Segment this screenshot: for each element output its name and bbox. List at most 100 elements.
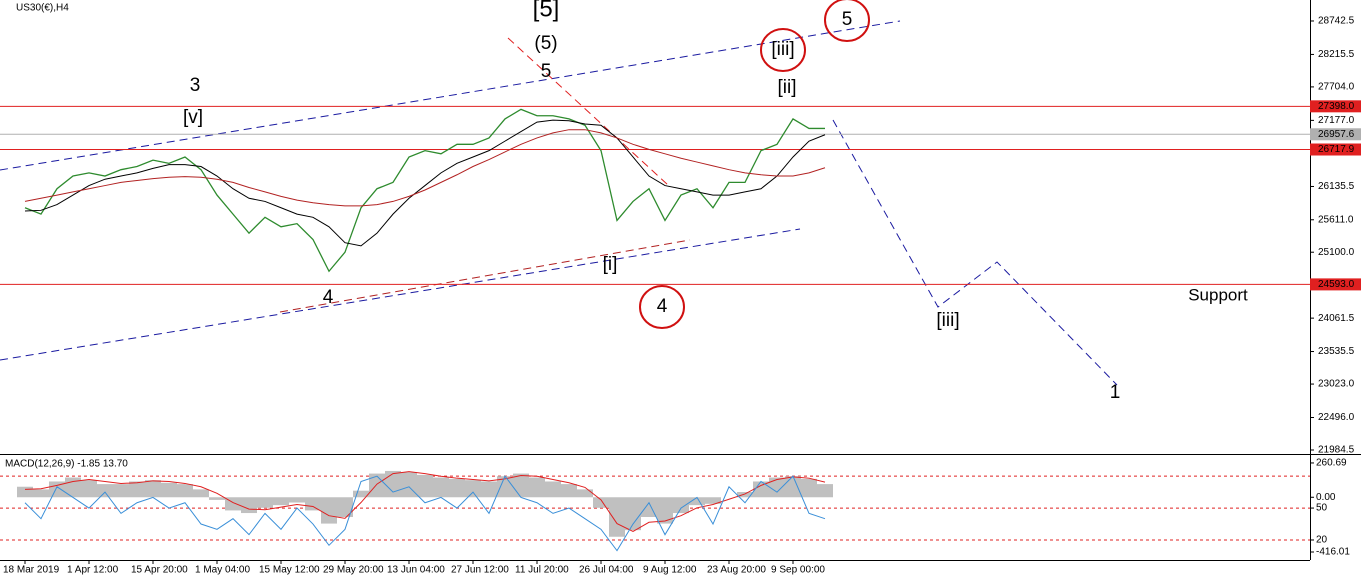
x-tick-label: 13 Jun 04:00 xyxy=(387,565,445,576)
level-tag xyxy=(1310,100,1361,113)
histogram-bar xyxy=(801,478,817,498)
histogram-bar xyxy=(817,484,833,498)
x-tick-label: 15 Apr 20:00 xyxy=(131,565,188,576)
histogram-bar xyxy=(529,477,545,498)
histogram-bar xyxy=(625,497,641,531)
histogram-bar xyxy=(289,497,305,503)
y-tick-label: 24061.5 xyxy=(1318,313,1355,324)
histogram-bar xyxy=(33,489,49,498)
y-tick-label: 28742.5 xyxy=(1318,16,1355,27)
y-tick-label: 27704.0 xyxy=(1318,82,1355,93)
histogram-bar xyxy=(673,497,689,514)
histogram-bar xyxy=(305,497,321,511)
level-tag xyxy=(1310,278,1361,291)
histogram-bar xyxy=(385,470,401,498)
histogram-bar xyxy=(273,497,289,506)
histogram-bar xyxy=(689,497,705,506)
level-label: 24593.0 xyxy=(1318,279,1355,290)
histogram-bar xyxy=(17,486,33,498)
histogram-bar xyxy=(353,490,369,498)
wave-label: Support xyxy=(1188,285,1248,304)
histogram-bar xyxy=(257,497,273,508)
wave-line xyxy=(507,37,669,186)
histogram-bar xyxy=(577,489,593,498)
histogram-bar xyxy=(145,480,161,498)
wave-label: [v] xyxy=(183,107,203,128)
y-tick-label: 28215.5 xyxy=(1318,49,1355,60)
histogram-bar xyxy=(737,492,753,498)
wave-label: 5 xyxy=(842,9,853,30)
y-tick-label: 26135.5 xyxy=(1318,181,1355,192)
histogram-bar xyxy=(177,484,193,498)
histogram-bar xyxy=(481,481,497,498)
x-tick-label: 18 Mar 2019 xyxy=(3,565,60,576)
x-tick-label: 11 Jul 20:00 xyxy=(515,565,569,576)
wave-label: 4 xyxy=(657,296,668,317)
series-line xyxy=(24,475,826,552)
y-tick-label: 27177.0 xyxy=(1318,115,1355,126)
histogram-bar xyxy=(545,481,561,498)
y-tick-label: 20 xyxy=(1316,535,1328,546)
histogram-bar xyxy=(161,482,177,498)
level-tag xyxy=(1310,143,1361,156)
histogram-bar xyxy=(465,480,481,498)
histogram-bar xyxy=(209,497,225,500)
wave-label: [iii] xyxy=(771,39,794,60)
histogram-bar xyxy=(705,497,721,504)
level-tag xyxy=(1310,128,1361,141)
wave-label: 3 xyxy=(190,75,201,96)
y-tick-label: 0.00 xyxy=(1316,492,1336,503)
x-tick-label: 9 Sep 00:00 xyxy=(771,565,825,576)
histogram-bar xyxy=(193,489,209,498)
y-tick-label: 25611.0 xyxy=(1318,214,1354,225)
histogram-bar xyxy=(785,476,801,498)
x-tick-label: 29 May 20:00 xyxy=(323,565,384,576)
level-label: 26717.9 xyxy=(1318,144,1355,155)
histogram-bar xyxy=(769,477,785,498)
histogram-bar xyxy=(561,484,577,498)
histogram-bar xyxy=(417,474,433,498)
x-tick-label: 9 Aug 12:00 xyxy=(643,565,697,576)
histogram-bar xyxy=(433,477,449,498)
y-tick-label: -416.01 xyxy=(1316,547,1350,558)
x-tick-label: 23 Aug 20:00 xyxy=(707,565,766,576)
x-tick-label: 1 Apr 12:00 xyxy=(67,565,119,576)
x-tick-label: 15 May 12:00 xyxy=(259,565,320,576)
histogram-bar xyxy=(593,497,609,508)
y-tick-label: 23535.5 xyxy=(1318,346,1355,357)
histogram-bar xyxy=(81,480,97,498)
x-tick-label: 27 Jun 12:00 xyxy=(451,565,509,576)
histogram-bar xyxy=(609,497,625,537)
histogram-bar xyxy=(241,497,257,514)
y-tick-label: 50 xyxy=(1316,503,1328,514)
histogram-bar xyxy=(401,472,417,498)
wave-label: [ii] xyxy=(778,77,797,98)
histogram-bar xyxy=(321,497,337,524)
y-tick-label: 22496.0 xyxy=(1318,412,1355,423)
level-label: 27398.0 xyxy=(1318,101,1355,112)
wave-label: 4 xyxy=(323,287,334,308)
wave-circle xyxy=(639,285,685,329)
wave-label: [5] xyxy=(533,0,560,22)
symbol-title: US30(€),H4 xyxy=(16,3,69,14)
series-line xyxy=(24,119,826,247)
histogram-bar xyxy=(369,473,385,498)
x-tick-label: 1 May 04:00 xyxy=(195,565,250,576)
y-tick-label: 23023.0 xyxy=(1318,379,1355,390)
wave-label: [i] xyxy=(603,254,618,275)
wave-circle xyxy=(824,0,870,42)
wave-label: [iii] xyxy=(936,310,959,331)
histogram-bar xyxy=(49,481,65,498)
x-tick-label: 26 Jul 04:00 xyxy=(579,565,634,576)
y-tick-label: 25100.0 xyxy=(1318,247,1355,258)
level-label: 26957.6 xyxy=(1318,129,1355,140)
wave-circle xyxy=(760,28,806,72)
wave-label: 5 xyxy=(541,61,552,82)
histogram-bar xyxy=(113,484,129,498)
histogram-bar xyxy=(129,481,145,498)
wave-line xyxy=(279,239,691,313)
wave-label: (5) xyxy=(534,33,557,54)
series-line xyxy=(24,129,826,207)
